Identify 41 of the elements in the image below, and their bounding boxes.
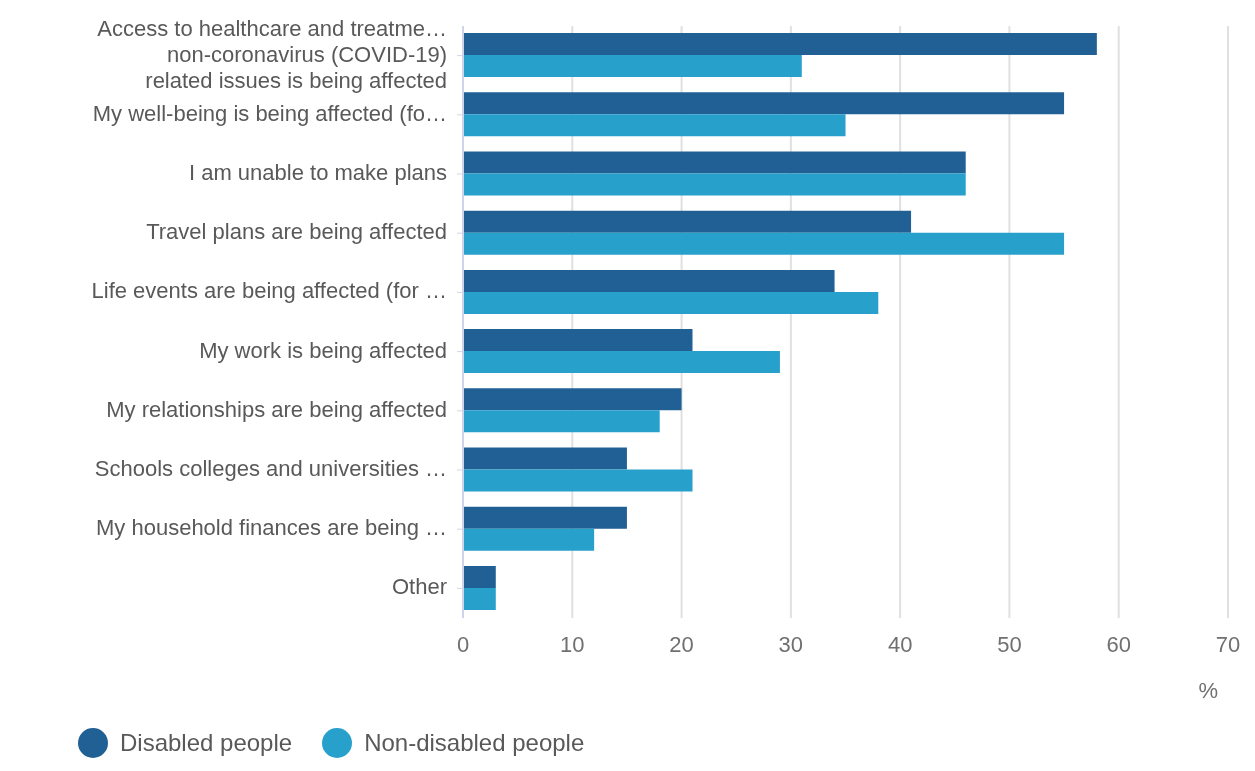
bar [463,232,1065,255]
bar [463,114,846,137]
bar [463,55,802,78]
y-tick-label: My household finances are being … [96,515,447,541]
y-tick-label: My relationships are being affected [106,396,447,422]
bar [463,410,660,433]
bar [463,33,1097,56]
bar [463,587,496,610]
bar [463,173,966,196]
bar [463,388,682,411]
y-tick-label: Travel plans are being affected [146,219,447,245]
x-tick-label: 20 [669,631,694,657]
bar [463,447,627,470]
bar [463,528,595,551]
bar [463,291,879,314]
y-tick-label: Schools colleges and universities … [94,455,447,481]
bar [463,469,693,492]
y-tick-label: Life events are being affected (for … [91,278,447,304]
bar [463,329,693,352]
x-tick-label: 30 [778,631,804,657]
legend-label: Non-disabled people [364,729,585,757]
y-tick-label: I am unable to make plans [188,159,447,185]
legend-label: Disabled people [120,729,293,757]
bar [463,210,912,233]
bar [463,506,627,529]
bar [463,351,780,374]
bar [463,565,496,588]
bar [463,92,1065,115]
x-axis-title: % [1198,678,1218,703]
x-tick-label: 50 [997,631,1022,657]
x-tick-label: 40 [887,631,913,657]
x-tick-label: 60 [1106,631,1131,657]
x-tick-label: 10 [560,631,585,657]
x-tick-label: 0 [456,631,470,657]
y-tick-label: Access to healthcare and treatme… non-coronavirus (COVID-19) related issues is being affected [97,15,447,93]
bar [463,151,966,174]
y-tick-label: Other [391,574,447,600]
y-tick-label: My work is being affected [199,337,447,363]
bar [463,269,835,292]
x-tick-label: 70 [1215,631,1241,657]
y-tick-label: My well-being is being affected (fo… [92,100,447,126]
